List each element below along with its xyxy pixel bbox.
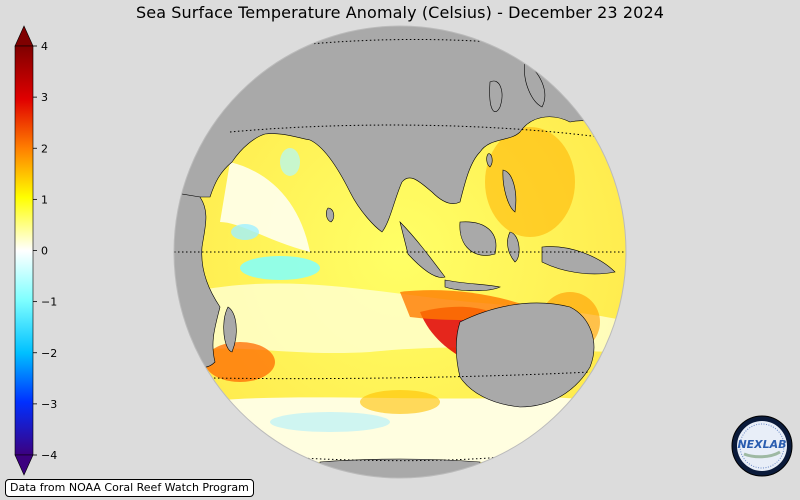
latitude-gridlines: [174, 38, 626, 462]
land-sri-lanka: [326, 207, 335, 223]
land-borneo: [459, 221, 497, 256]
globe-outline: [173, 25, 627, 479]
logo-text: NEXLAB: [737, 438, 786, 451]
land-java: [444, 279, 501, 292]
cool-anomaly-patch: [280, 148, 300, 176]
colorbar-tick-label: 3: [41, 91, 48, 104]
warm-anomaly-mozambique: [205, 342, 275, 382]
colorbar-tick-label: 0: [41, 245, 48, 258]
warm-anomaly-south-indian: [360, 390, 440, 414]
gridline-lat-30n: [229, 124, 601, 138]
land-australia: [455, 302, 595, 408]
colorbar-gradient: [14, 45, 34, 456]
land-philippines: [502, 169, 517, 213]
colorbar-min-arrow: [14, 454, 34, 476]
southern-ocean-neutral: [174, 397, 626, 462]
colorbar-tick-label: 2: [41, 142, 48, 155]
cool-anomaly-patch: [231, 224, 259, 240]
colorbar-tick-label: −1: [41, 296, 57, 309]
land-sumatra: [399, 221, 446, 278]
data-credit: Data from NOAA Coral Reef Watch Program: [5, 479, 254, 497]
land-eurasia: [174, 26, 626, 233]
logo-ring-text-marks: [739, 423, 785, 469]
cool-anomaly-southern: [270, 412, 390, 432]
cool-anomaly-west-indian: [240, 256, 320, 280]
colorbar-tick-label: −3: [41, 398, 57, 411]
colorbar-tick-label: −4: [41, 449, 57, 462]
land-japan: [524, 61, 546, 108]
land-korea: [489, 80, 503, 112]
logo-land-swoosh: [743, 450, 781, 459]
colorbar-tick-label: 4: [41, 40, 48, 53]
colorbar: 4 3 2 1 0 −1 −2 −3 −4: [14, 25, 57, 476]
land-taiwan: [486, 153, 493, 168]
nexlab-logo: NEXLAB: [731, 415, 793, 477]
land-new-guinea: [541, 246, 616, 275]
land-madagascar: [223, 306, 237, 353]
logo-inner-disk: [737, 421, 787, 471]
gridline-lat-30s: [209, 371, 591, 380]
colorbar-tick-label: 1: [41, 193, 48, 206]
colorbar-ticks: 4 3 2 1 0 −1 −2 −3 −4: [33, 40, 57, 462]
globe-map: [173, 25, 627, 479]
arabian-sea-neutral: [220, 162, 310, 252]
warm-anomaly-philippine-sea: [485, 127, 575, 237]
map-title: Sea Surface Temperature Anomaly (Celsius…: [136, 3, 664, 22]
colorbar-tick-label: −2: [41, 347, 57, 360]
land-masses: [174, 26, 626, 478]
colorbar-max-arrow: [14, 25, 34, 47]
land-sulawesi: [507, 231, 520, 263]
